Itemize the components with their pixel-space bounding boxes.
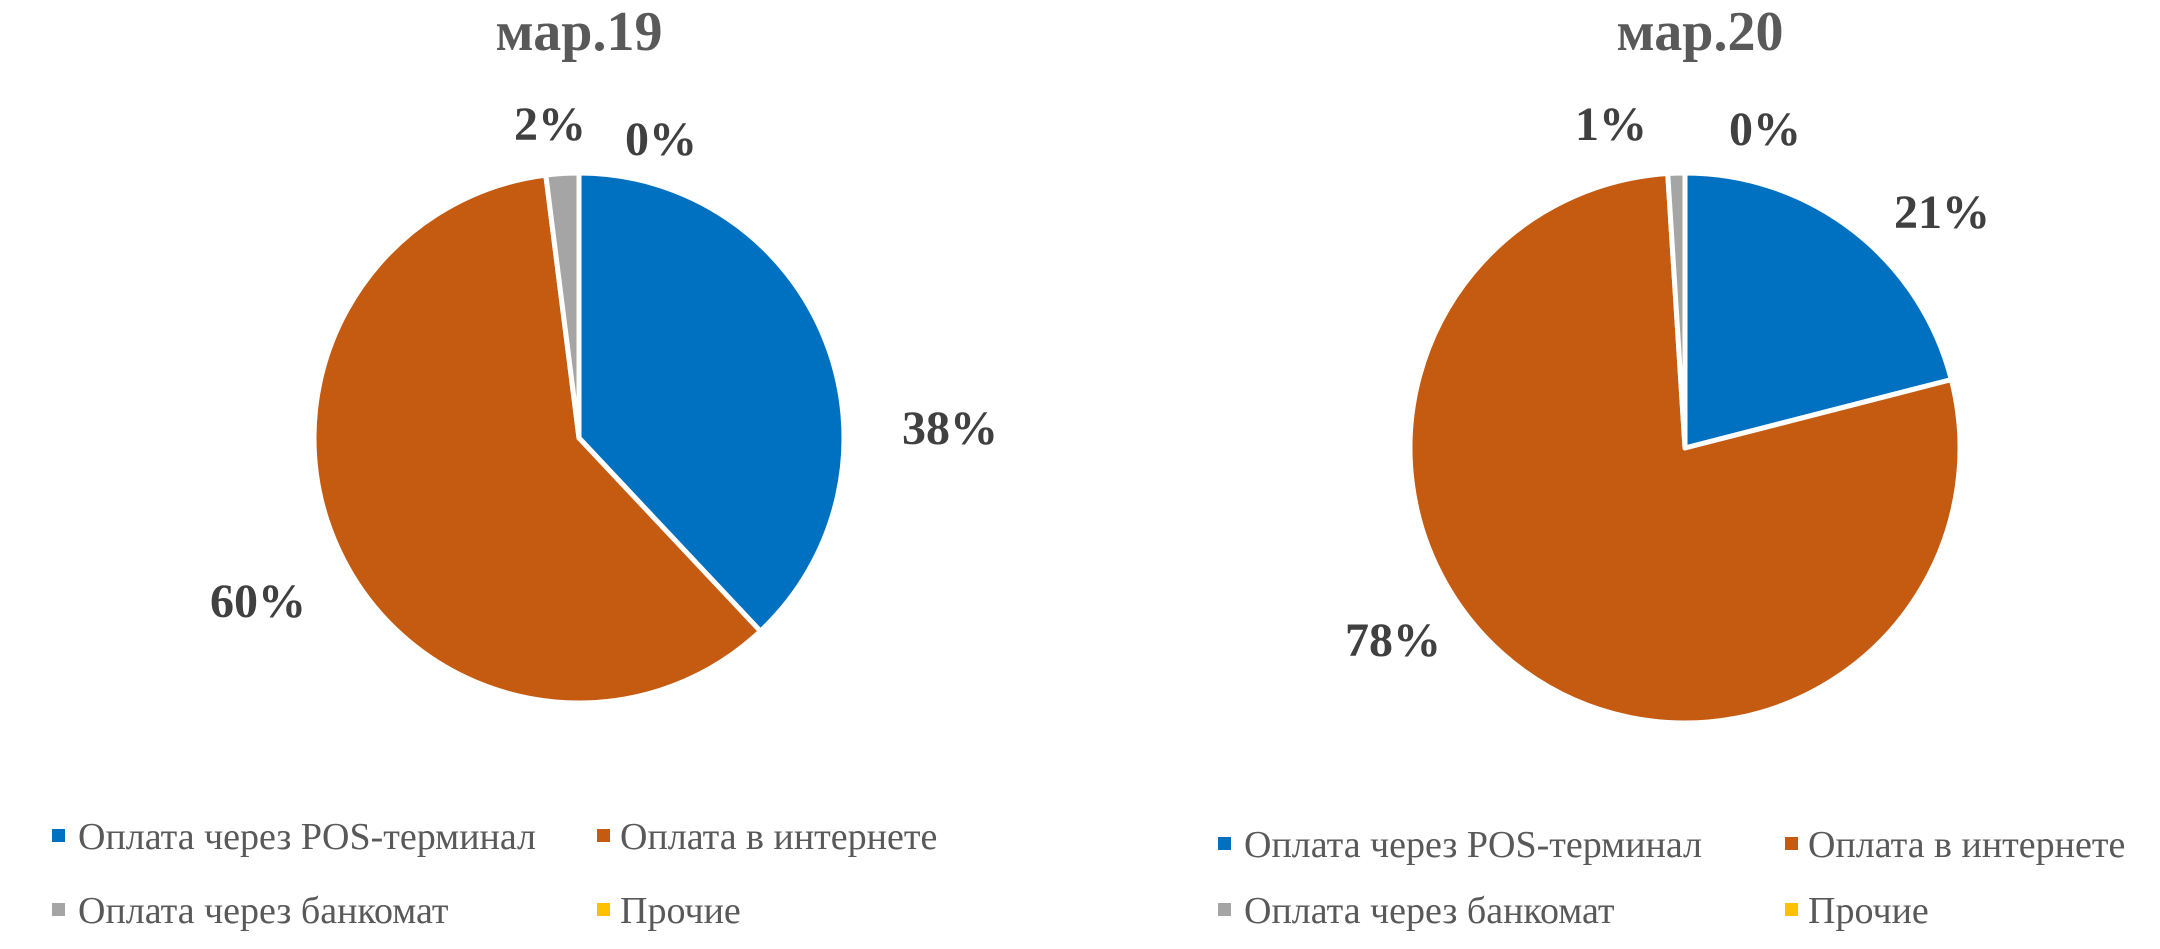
chart-2-legend-internet: Оплата в интернете xyxy=(1808,824,2125,866)
chart-2-slices xyxy=(1407,170,1963,726)
pie-chart-2: мар.20 21% 78% 1% 0% Оплата через POS-те… xyxy=(1218,1,2125,932)
legend-swatch-internet xyxy=(597,829,610,842)
chart-1-legend-atm: Оплата через банкомат xyxy=(78,890,449,932)
chart-1-legend-internet: Оплата в интернете xyxy=(620,816,937,858)
slice-internet xyxy=(311,172,763,706)
legend-swatch-pos xyxy=(1218,837,1231,850)
chart-1-legend-other: Прочие xyxy=(620,890,741,932)
chart-1-legend-pos: Оплата через POS-терминал xyxy=(78,816,536,858)
chart-2-label-pos: 21% xyxy=(1894,186,1990,239)
chart-2-legend: Оплата через POS-терминал Оплата в интер… xyxy=(1218,824,2125,932)
legend-swatch-internet xyxy=(1785,837,1798,850)
chart-2-label-atm: 1% xyxy=(1575,98,1647,151)
chart-1-label-internet: 60% xyxy=(210,575,306,628)
chart-1-label-pos: 38% xyxy=(902,402,998,455)
slice-atm xyxy=(1665,170,1688,451)
slice-pos-terminal xyxy=(1682,170,1954,451)
chart-1-label-other: 0% xyxy=(625,113,697,166)
chart-1-slices xyxy=(311,170,847,706)
chart-2-legend-other: Прочие xyxy=(1808,890,1929,932)
chart-2-label-internet: 78% xyxy=(1345,614,1441,667)
chart-2-legend-pos: Оплата через POS-терминал xyxy=(1244,824,1702,866)
legend-swatch-other xyxy=(597,903,610,916)
legend-swatch-atm xyxy=(1218,903,1231,916)
legend-swatch-atm xyxy=(52,903,65,916)
chart-1-legend: Оплата через POS-терминал Оплата в интер… xyxy=(52,816,937,932)
chart-2-label-other: 0% xyxy=(1729,103,1801,156)
slice-pos-terminal xyxy=(576,170,847,634)
legend-swatch-pos xyxy=(52,829,65,842)
chart-2-legend-atm: Оплата через банкомат xyxy=(1244,890,1615,932)
chart-2-title: мар.20 xyxy=(1617,1,1784,63)
legend-swatch-other xyxy=(1785,903,1798,916)
chart-1-title: мар.19 xyxy=(496,1,663,63)
slice-atm xyxy=(543,170,582,441)
pie-chart-1: мар.19 38% 60% 2% 0% Оплата через POS-те… xyxy=(52,1,998,932)
chart-1-label-atm: 2% xyxy=(514,98,586,151)
